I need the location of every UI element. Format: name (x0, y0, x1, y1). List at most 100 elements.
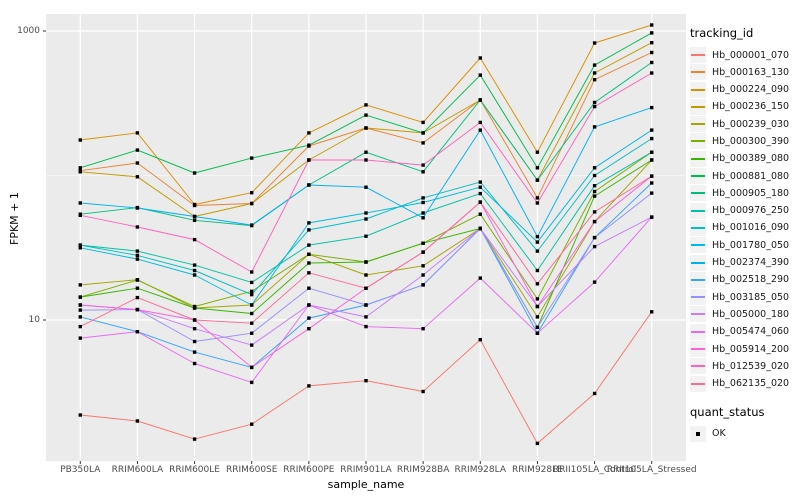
data-point (592, 189, 597, 194)
data-point (250, 223, 254, 227)
data-point (135, 206, 140, 210)
data-point (592, 100, 597, 105)
data-point (364, 103, 368, 107)
data-point (135, 175, 140, 179)
data-point (478, 191, 482, 196)
data-point (592, 184, 597, 188)
data-point (421, 283, 425, 287)
line-key-icon (690, 168, 706, 185)
data-point (364, 217, 368, 221)
data-point (364, 260, 368, 264)
data-point (650, 41, 654, 45)
data-point (250, 303, 254, 307)
data-point (307, 327, 311, 331)
legend-item: Hb_000224_090 (690, 81, 798, 98)
line-key-icon (690, 306, 706, 323)
x-tick-label: RRIM928BA (396, 465, 450, 475)
data-point (535, 235, 540, 239)
data-point (650, 128, 654, 132)
data-point (307, 183, 311, 187)
data-point (192, 273, 197, 277)
legend-item-label: Hb_003185_050 (712, 291, 790, 303)
data-point (478, 226, 482, 231)
data-point (478, 276, 482, 280)
legend-item: Hb_062135_020 (690, 375, 798, 392)
legend-item-label: Hb_000905_180 (712, 187, 790, 199)
data-point (364, 273, 368, 277)
data-point (307, 221, 311, 225)
data-point (250, 365, 254, 370)
data-point (364, 211, 368, 215)
data-point (535, 201, 540, 205)
data-point (364, 315, 368, 319)
data-point (78, 138, 82, 142)
data-point (650, 158, 654, 162)
data-point (421, 264, 425, 268)
data-point (592, 63, 597, 67)
legend-item-label: Hb_002374_390 (712, 257, 790, 269)
legend-item-label: Hb_001780_050 (712, 239, 790, 251)
line-key-icon (690, 202, 706, 219)
data-point (364, 126, 368, 130)
data-point (535, 297, 540, 301)
line-key-icon (690, 254, 706, 271)
legend-item: Hb_000236_150 (690, 98, 798, 115)
line-key-icon (690, 81, 706, 98)
data-point (192, 350, 197, 354)
line-key-icon (690, 219, 706, 236)
data-point (307, 243, 311, 247)
data-point (364, 150, 368, 154)
data-point (135, 161, 140, 165)
data-point (250, 289, 254, 293)
data-point (535, 304, 540, 309)
data-point (250, 191, 254, 195)
data-point (650, 181, 654, 185)
data-point (78, 246, 82, 250)
data-point (478, 180, 482, 184)
data-point (650, 174, 654, 178)
x-tick-label: RRIM600LE (169, 465, 220, 475)
data-point (135, 278, 140, 282)
data-point (535, 441, 540, 446)
data-point (192, 263, 197, 267)
data-point (78, 213, 82, 217)
legend-item: Hb_005474_060 (690, 323, 798, 340)
data-point (535, 268, 540, 273)
legend-item: Hb_005000_180 (690, 306, 798, 323)
data-point (135, 253, 140, 258)
data-point (364, 286, 368, 290)
data-point (592, 280, 597, 284)
data-point (192, 268, 197, 273)
y-axis-title: FPKM + 1 (8, 192, 21, 245)
data-point (650, 60, 654, 65)
legend-item: Hb_002374_390 (690, 254, 798, 271)
data-point (78, 243, 82, 247)
x-tick-label: RRIM928LA (454, 465, 507, 475)
data-point (421, 273, 425, 277)
data-point (78, 315, 82, 319)
data-point (135, 249, 140, 253)
line-key-icon (690, 271, 706, 288)
data-point (192, 318, 197, 322)
legend-item: Hb_003185_050 (690, 289, 798, 306)
data-point (364, 185, 368, 189)
legend-item-label: Hb_001016_090 (712, 222, 790, 234)
data-point (307, 143, 311, 147)
data-point (535, 331, 540, 335)
data-point (364, 379, 368, 383)
data-point (364, 158, 368, 162)
legend-item: Hb_000300_390 (690, 133, 798, 150)
data-point (535, 196, 540, 200)
legend-item-label: Hb_062135_020 (712, 378, 790, 390)
quant-status-block: quant_status OK (690, 405, 798, 442)
legend-item-label: Hb_000881_080 (712, 170, 790, 182)
data-point (192, 202, 197, 207)
data-point (250, 156, 254, 160)
data-point (535, 315, 540, 319)
data-point (592, 210, 597, 214)
data-point (535, 150, 540, 154)
data-point (192, 171, 197, 175)
legend-item-label: Hb_005474_060 (712, 326, 790, 338)
data-point (421, 141, 425, 145)
data-point (650, 310, 654, 314)
